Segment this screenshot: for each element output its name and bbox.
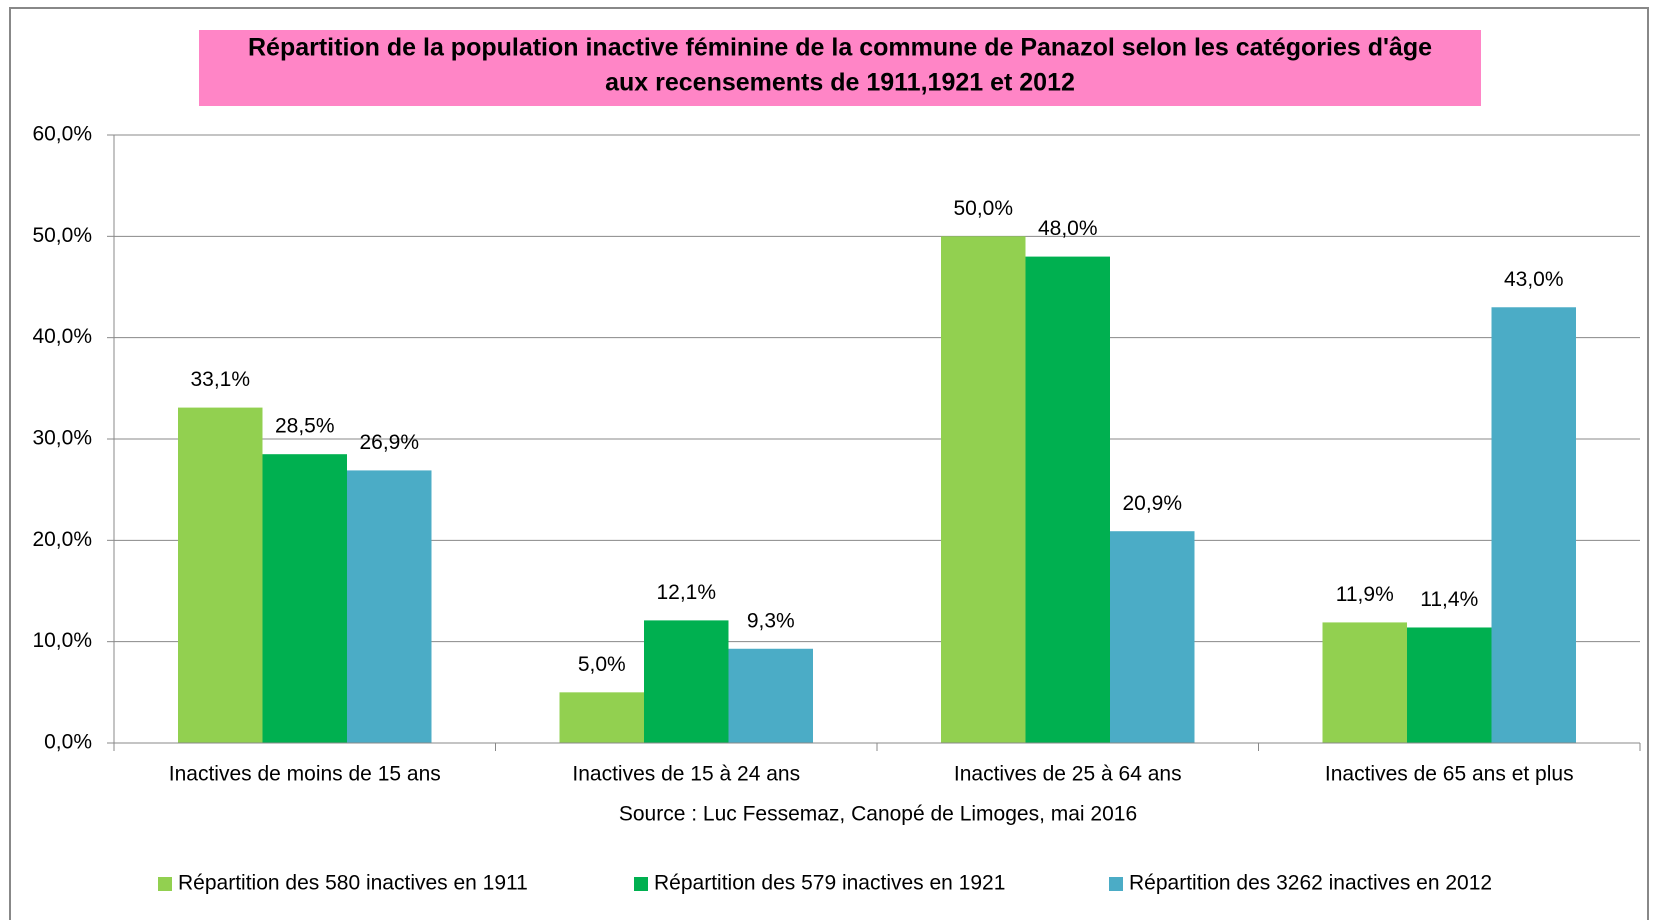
bar xyxy=(941,236,1026,744)
legend-label: Répartition des 3262 inactives en 2012 xyxy=(1129,872,1492,895)
title-box xyxy=(199,30,1481,106)
bar xyxy=(559,692,644,743)
value-label: 26,9% xyxy=(359,431,419,454)
value-label: 50,0% xyxy=(953,197,1013,220)
bar xyxy=(728,648,813,743)
y-tick-label: 40,0% xyxy=(32,325,92,348)
x-tick-label: Inactives de moins de 15 ans xyxy=(169,763,441,786)
value-label: 9,3% xyxy=(747,609,795,632)
value-label: 48,0% xyxy=(1038,217,1098,240)
value-label: 33,1% xyxy=(190,368,250,391)
y-tick-label: 20,0% xyxy=(32,528,92,551)
value-label: 12,1% xyxy=(656,581,716,604)
chart-title: aux recensements de 1911,1921 et 2012 xyxy=(605,69,1075,97)
value-label: 20,9% xyxy=(1122,492,1182,515)
bar xyxy=(1322,622,1407,743)
x-tick-label: Inactives de 25 à 64 ans xyxy=(954,763,1182,786)
legend-swatch xyxy=(158,877,172,891)
x-tick-label: Inactives de 65 ans et plus xyxy=(1325,763,1574,786)
bar xyxy=(347,470,432,743)
legend-swatch xyxy=(1109,877,1123,891)
bar xyxy=(1025,256,1110,743)
source-note: Source : Luc Fessemaz, Canopé de Limoges… xyxy=(619,803,1137,826)
x-tick-label: Inactives de 15 à 24 ans xyxy=(572,763,800,786)
value-label: 5,0% xyxy=(578,653,626,676)
legend-label: Répartition des 579 inactives en 1921 xyxy=(654,872,1005,895)
bar xyxy=(1110,531,1195,743)
y-tick-label: 10,0% xyxy=(32,629,92,652)
y-tick-label: 50,0% xyxy=(32,224,92,247)
bar xyxy=(178,407,263,743)
bar xyxy=(644,620,729,743)
y-tick-label: 0,0% xyxy=(44,731,92,754)
legend-label: Répartition des 580 inactives en 1911 xyxy=(178,872,528,895)
bar xyxy=(1407,627,1492,743)
value-label: 43,0% xyxy=(1504,268,1564,291)
legend-swatch xyxy=(634,877,648,891)
bar xyxy=(1491,307,1576,743)
y-tick-label: 30,0% xyxy=(32,427,92,450)
chart-title: Répartition de la population inactive fé… xyxy=(248,34,1432,62)
value-label: 28,5% xyxy=(275,415,335,438)
y-tick-label: 60,0% xyxy=(32,123,92,146)
value-label: 11,9% xyxy=(1336,583,1394,606)
value-label: 11,4% xyxy=(1420,588,1478,611)
bar xyxy=(262,454,347,743)
